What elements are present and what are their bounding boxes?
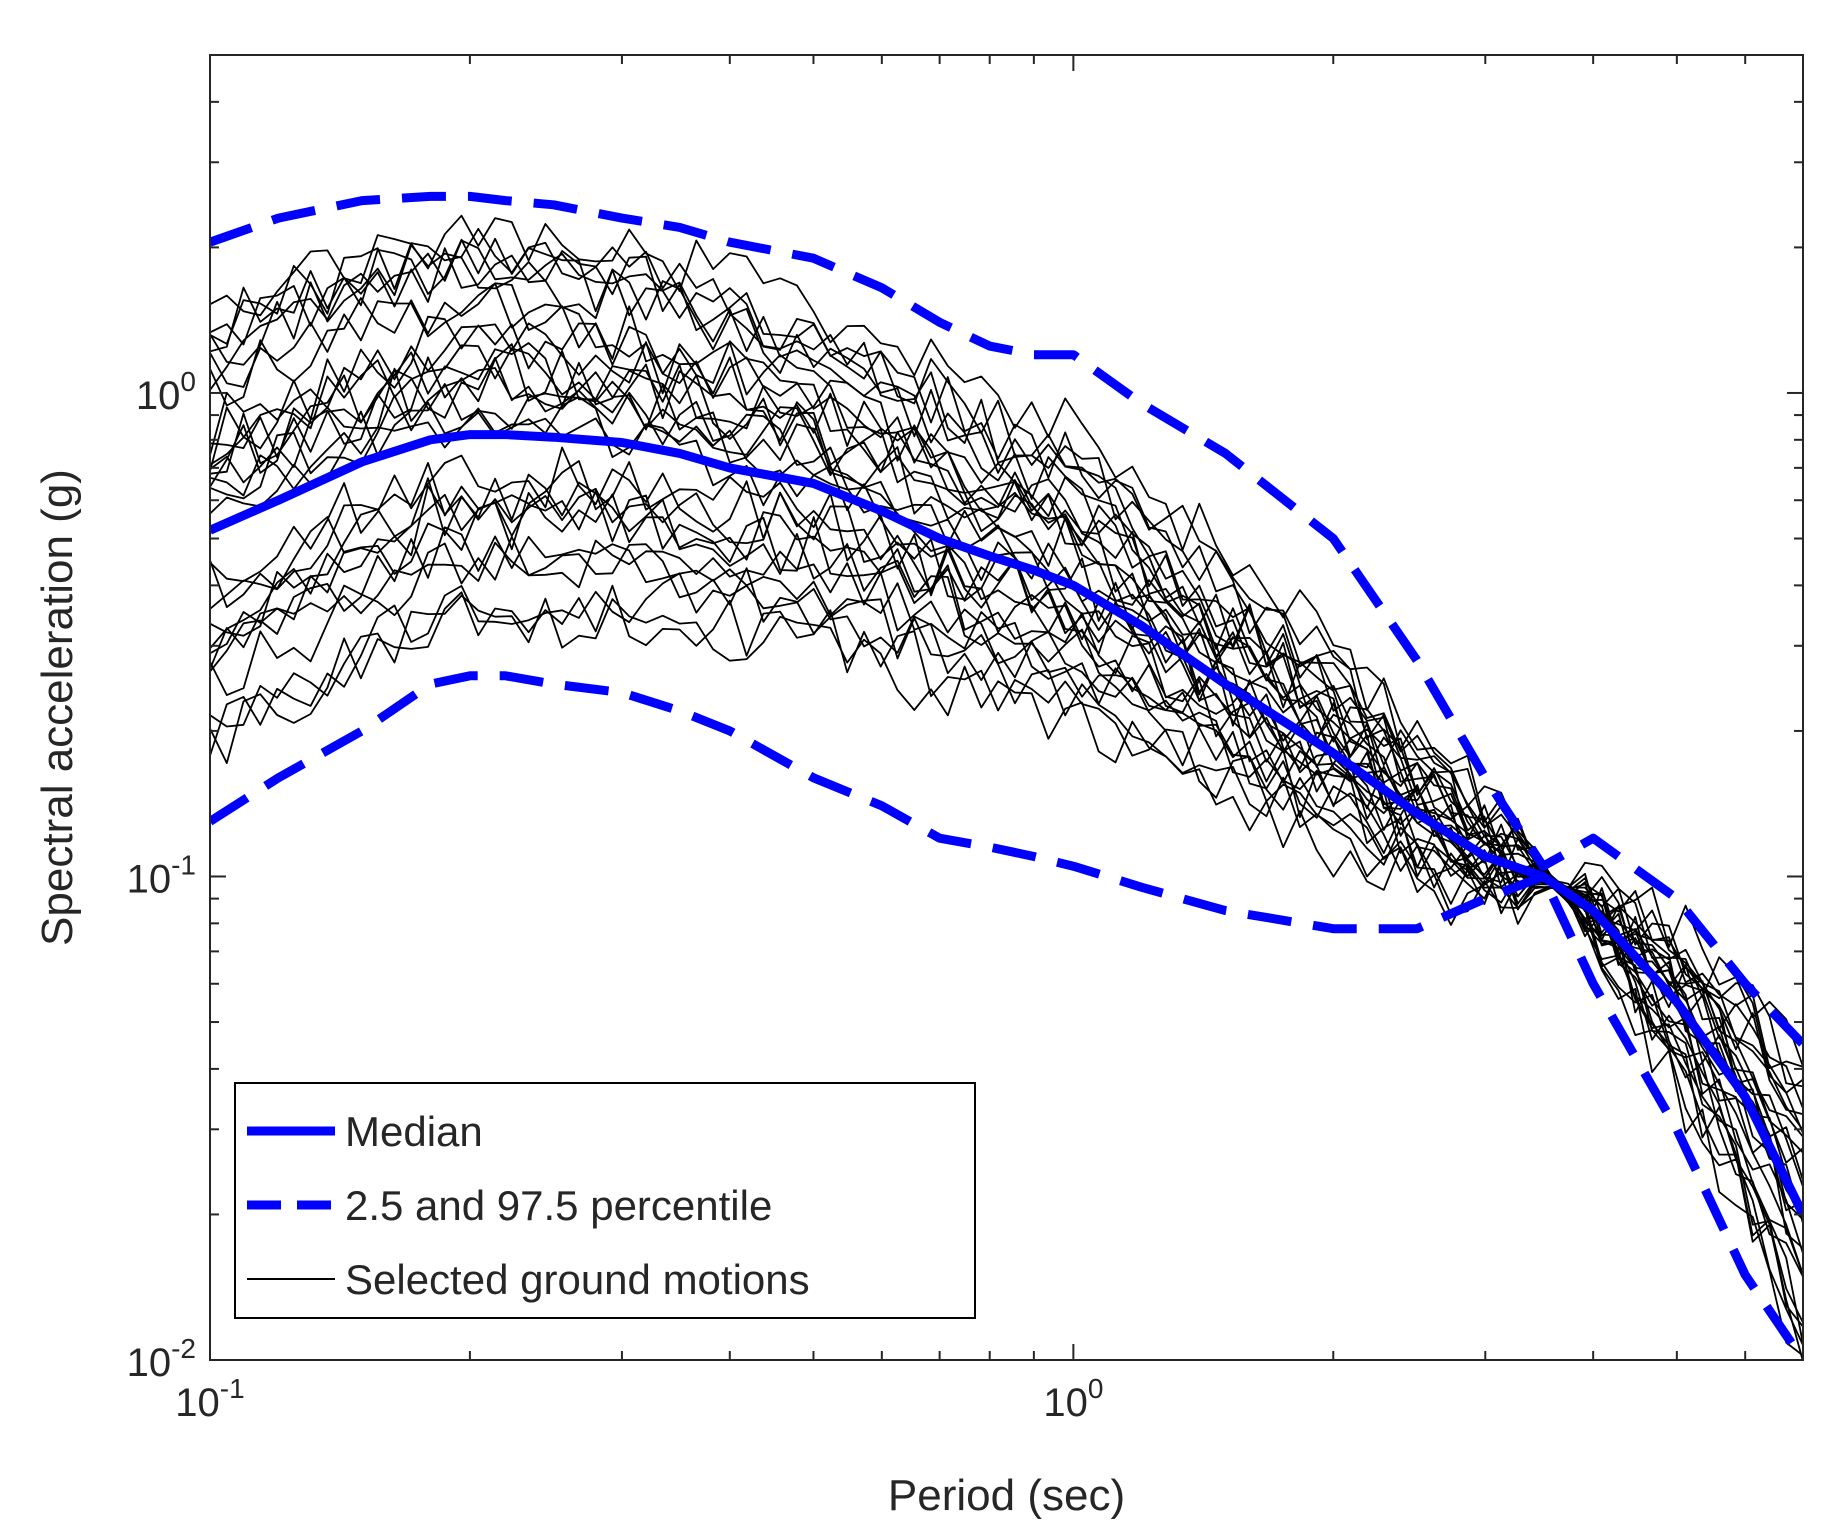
tick-label: 10-2 bbox=[127, 1333, 196, 1385]
median-line bbox=[210, 430, 1803, 1217]
axis-ticks bbox=[209, 54, 1804, 1361]
ground-motion-trace bbox=[210, 594, 1803, 1212]
ground-motion-trace bbox=[210, 356, 1803, 1138]
ground-motion-trace bbox=[210, 407, 1803, 1116]
statistic-lines bbox=[210, 191, 1803, 1360]
legend-box bbox=[234, 1082, 976, 1319]
ground-motion-trace bbox=[210, 344, 1803, 1181]
ground-motion-trace bbox=[210, 484, 1803, 1131]
percentile-97-5-line bbox=[210, 191, 1803, 1048]
tick-label: 100 bbox=[136, 366, 196, 418]
y-axis-label: Spectral acceleration (g) bbox=[33, 469, 82, 946]
legend-percentile-label: 2.5 and 97.5 percentile bbox=[345, 1182, 772, 1229]
tick-label: 10-1 bbox=[175, 1373, 244, 1425]
ground-motion-trace bbox=[210, 282, 1803, 1094]
ground-motion-trace bbox=[210, 526, 1803, 1109]
ground-motion-trace bbox=[210, 247, 1803, 1187]
tick-label: 10-1 bbox=[127, 849, 196, 901]
legend-median-label: Median bbox=[345, 1108, 483, 1155]
plot-axes-box bbox=[209, 54, 1804, 1361]
percentile-2-5-line bbox=[210, 671, 1803, 1360]
ground-motion-trace bbox=[210, 282, 1803, 1276]
ground-motion-trace bbox=[210, 541, 1803, 1254]
tick-label: 100 bbox=[1043, 1373, 1103, 1425]
ground-motion-trace bbox=[210, 535, 1803, 1328]
ground-motion-trace bbox=[210, 227, 1803, 1221]
ground-motion-trace bbox=[210, 572, 1803, 1346]
x-axis-label: Period (sec) bbox=[888, 1471, 1125, 1520]
legend: Median 2.5 and 97.5 percentile Selected … bbox=[234, 1082, 976, 1319]
legend-motions-label: Selected ground motions bbox=[345, 1256, 810, 1303]
